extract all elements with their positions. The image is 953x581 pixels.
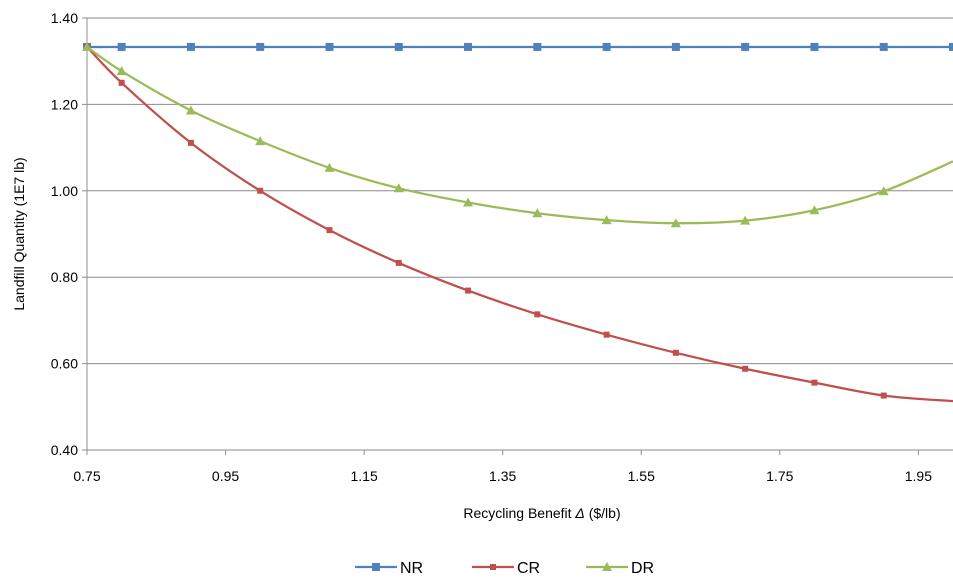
x-tick-label: 1.15 [350,468,377,484]
point-cr [534,311,541,318]
point-nr [117,42,126,51]
series-cr-line [86,46,953,403]
point-dr [185,105,196,115]
y-axis-title: Landfill Quantity (1E7 lb) [11,157,27,310]
point-cr [742,365,749,372]
point-nr [810,42,819,51]
point-nr [394,42,403,51]
point-nr [325,42,334,51]
series-dr-line [86,46,953,225]
legend-marker-dr [602,562,612,571]
axes [86,18,953,455]
legend-label-dr: DR [631,560,654,577]
point-cr [187,139,194,146]
point-cr [672,349,679,356]
point-dr [116,66,127,76]
point-dr [82,41,92,51]
series-nr [83,42,953,51]
y-tick-labels: 0.40 0.60 0.80 1.00 1.20 1.40 [51,10,78,458]
point-dr [463,197,474,207]
point-dr [255,136,266,146]
x-tick-label: 1.75 [766,468,793,484]
x-axis-title: Recycling Benefit Δ ($/lb) [463,505,620,521]
point-nr [464,42,473,51]
legend-marker-nr [372,563,380,571]
point-cr [811,379,818,386]
y-tick-label: 0.40 [51,442,78,458]
point-cr [326,227,333,234]
y-tick-label: 1.20 [51,96,78,112]
series-cr [84,43,953,403]
point-nr [256,42,265,51]
y-tick-label: 1.00 [51,183,78,199]
point-dr [670,218,681,228]
x-tick-labels: 0.75 0.95 1.15 1.35 1.55 1.75 1.95 [73,468,932,484]
legend-marker-cr [490,564,496,570]
point-dr [878,186,889,196]
x-tick-label: 1.35 [489,468,516,484]
point-nr [186,42,195,51]
series-layer [82,41,953,403]
point-dr [324,162,335,172]
point-cr [395,259,402,266]
legend-label-cr: CR [517,560,540,577]
point-nr [741,42,750,51]
legend: NR CR DR [355,560,654,577]
point-cr [603,331,610,338]
point-dr [393,183,404,193]
y-tick-label: 0.60 [51,356,78,372]
point-cr [880,392,887,399]
point-cr [257,187,264,194]
point-nr [602,42,611,51]
x-tick-label: 0.95 [212,468,239,484]
point-dr [809,205,820,215]
y-tick-label: 0.80 [51,269,78,285]
point-cr [118,79,125,86]
legend-label-nr: NR [400,560,423,577]
point-nr [533,42,542,51]
point-nr [949,42,953,51]
gridlines [82,17,953,451]
point-nr [671,42,680,51]
point-dr [601,215,612,225]
point-dr [740,215,751,225]
x-tick-label: 0.75 [73,468,100,484]
series-dr [82,41,953,228]
point-cr [465,287,472,294]
x-tick-label: 1.55 [628,468,655,484]
point-dr [532,208,543,218]
y-tick-label: 1.40 [51,10,78,26]
x-tick-label: 1.95 [905,468,932,484]
point-nr [879,42,888,51]
